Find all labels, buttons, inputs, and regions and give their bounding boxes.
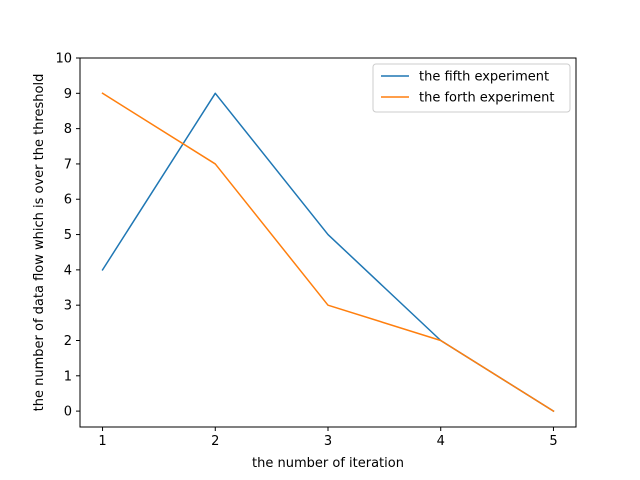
legend-label-forth-experiment: the forth experiment: [419, 91, 554, 106]
series-lines: [101, 92, 555, 413]
x-tick-label: 3: [324, 434, 332, 449]
x-tick-label: 1: [98, 434, 106, 449]
legend-label-fifth-experiment: the fifth experiment: [419, 70, 549, 85]
y-axis-ticks: 0 1 2 3 4 5 6 7 8 9 10: [55, 52, 80, 420]
legend-frame: [372, 63, 571, 113]
x-tick-label: 2: [211, 434, 219, 449]
y-tick-label: 8: [64, 122, 72, 137]
x-axis-ticks: 1 2 3 4 5: [98, 427, 558, 449]
y-tick-label: 0: [64, 405, 72, 420]
series-line-forth-experiment: [101, 92, 555, 413]
y-tick-label: 4: [64, 263, 72, 278]
y-axis-label: the number of data flow which is over th…: [32, 74, 47, 412]
y-tick-label: 3: [64, 299, 72, 314]
y-tick-label: 5: [64, 228, 72, 243]
x-tick-label: 4: [437, 434, 445, 449]
y-tick-label: 7: [64, 157, 72, 172]
y-tick-label: 9: [64, 87, 72, 102]
x-tick-label: 5: [549, 434, 557, 449]
y-tick-label: 6: [64, 193, 72, 208]
y-tick-label: 10: [55, 52, 72, 67]
y-tick-label: 2: [64, 334, 72, 349]
y-tick-label: 1: [64, 369, 72, 384]
legend: the fifth experiment the forth experimen…: [372, 63, 571, 113]
x-axis-label: the number of iteration: [252, 456, 404, 471]
